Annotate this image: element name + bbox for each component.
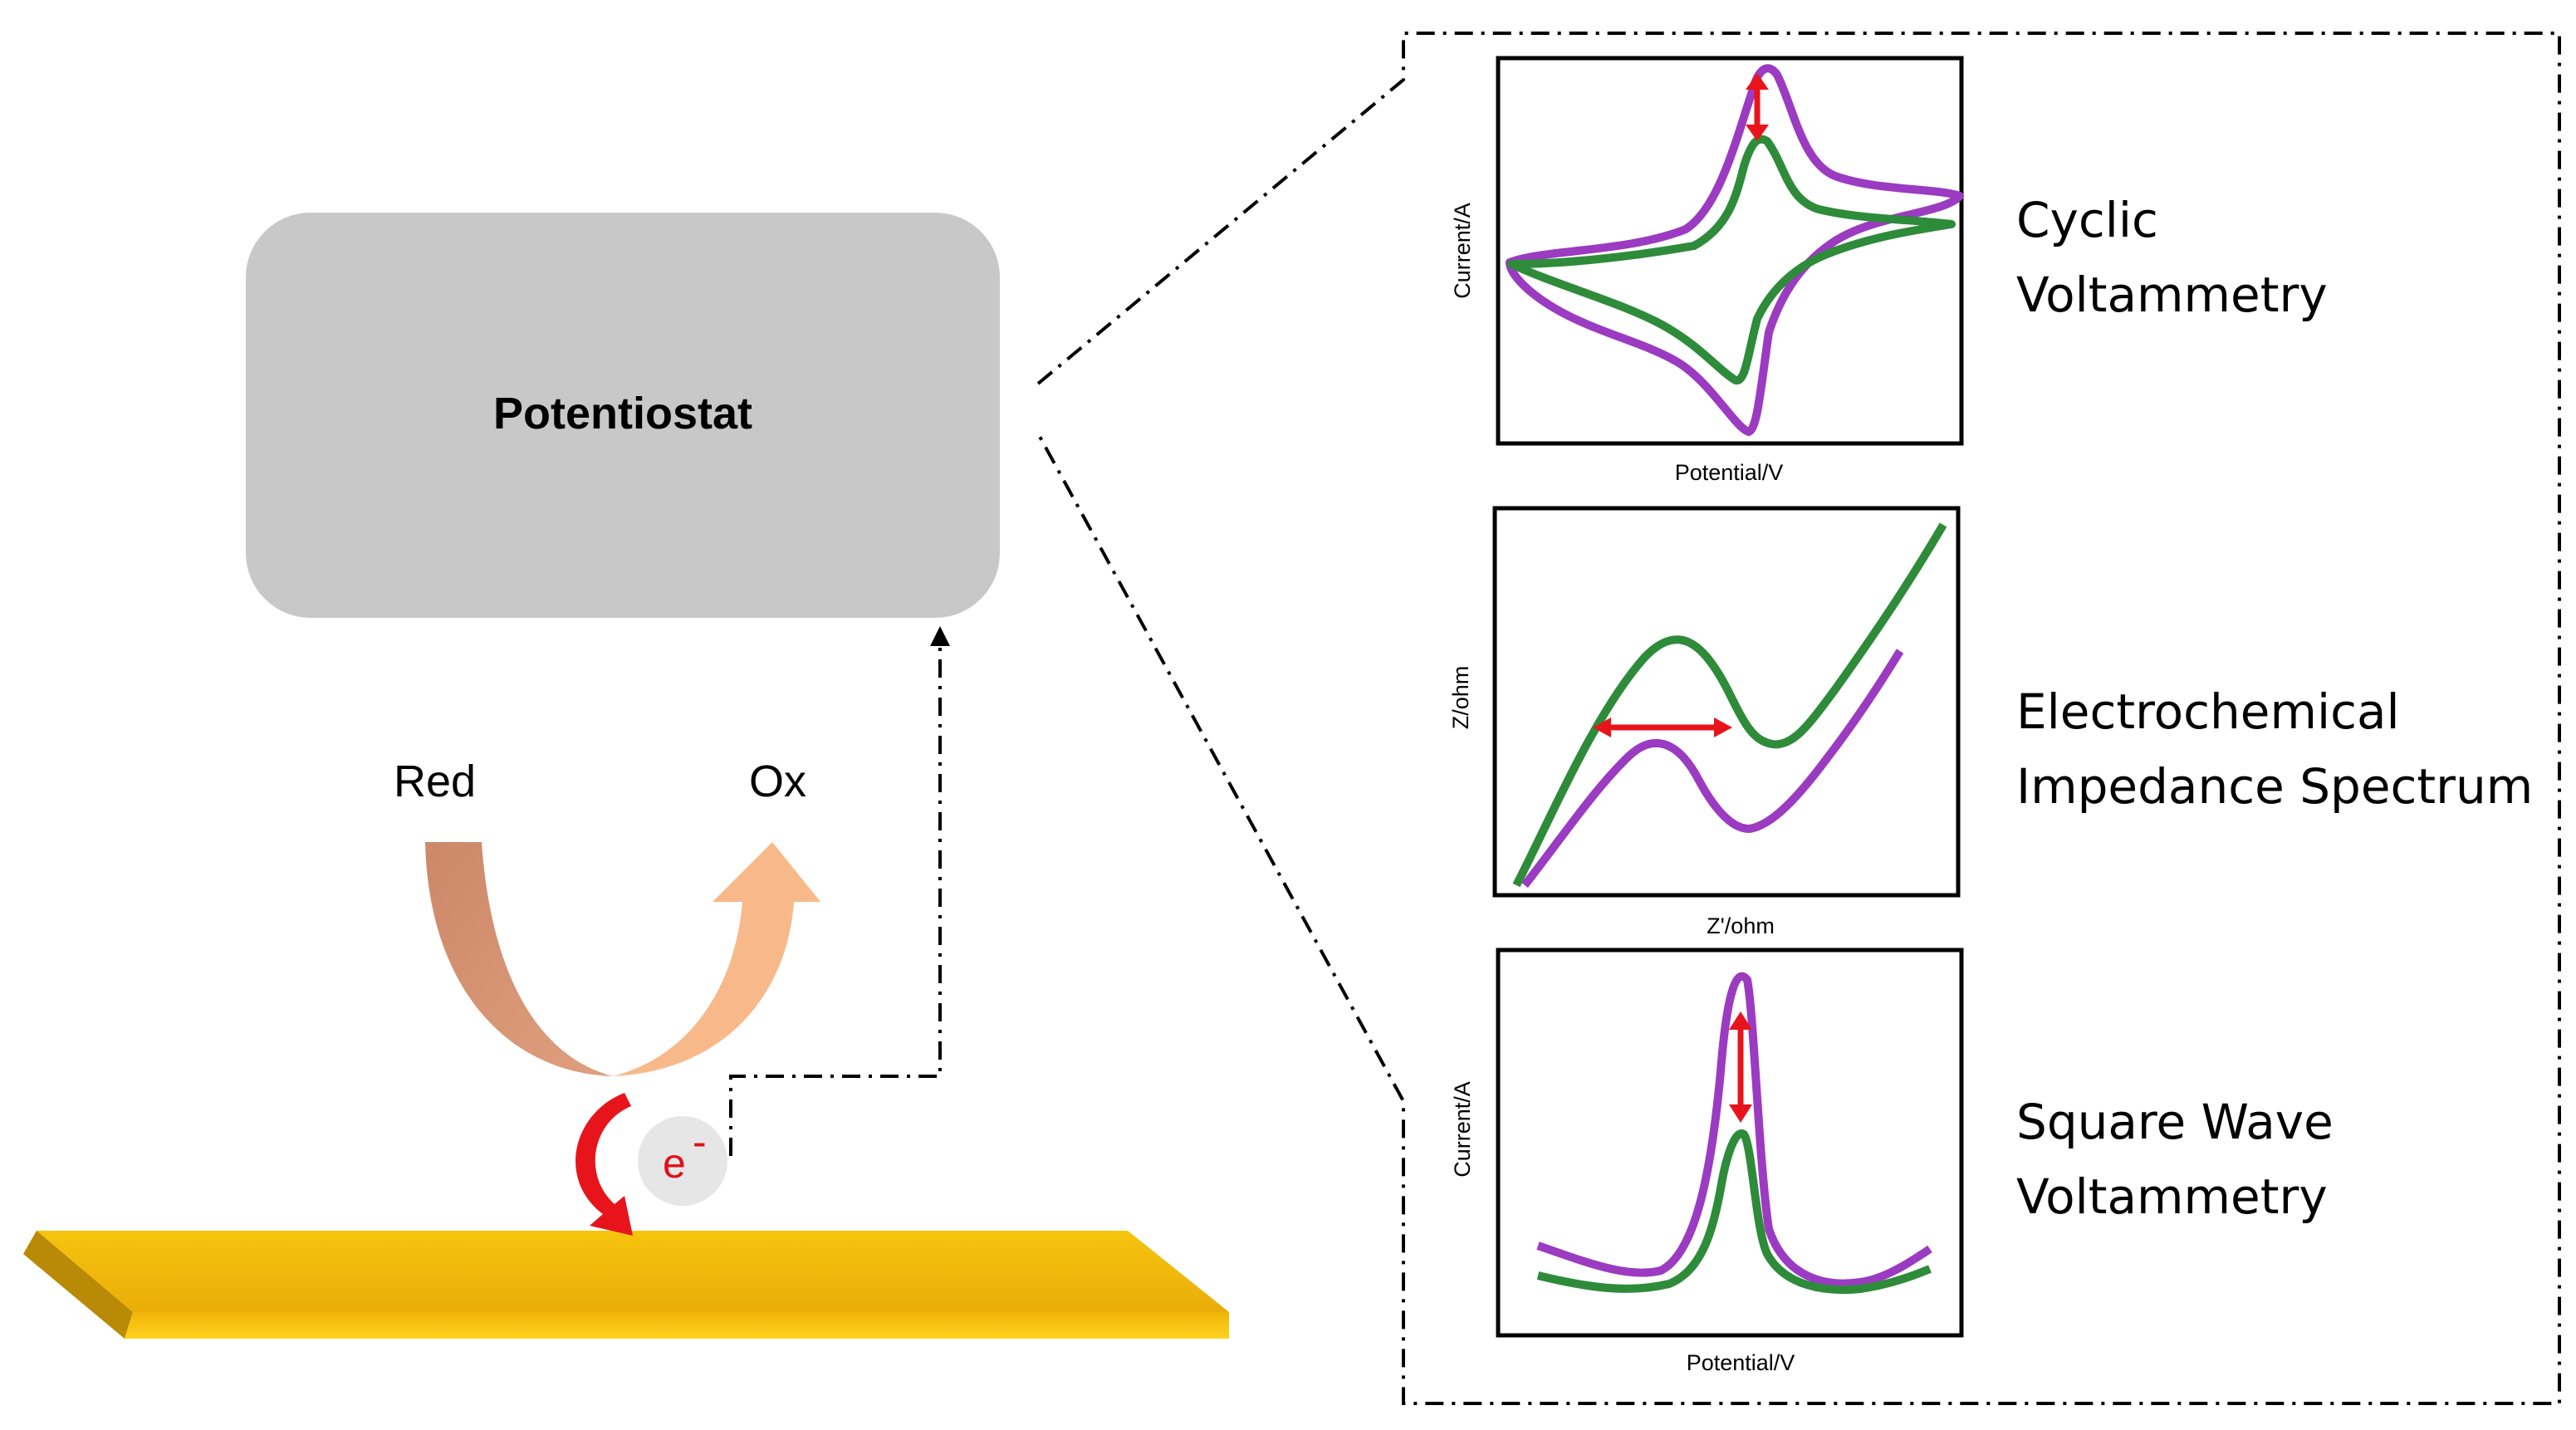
eis-title: Electrochemical Impedance Spectrum [2016,674,2533,824]
oxidized-species-arrow [613,842,820,1076]
electron-circle [638,1116,727,1206]
cv-title: Cyclic Voltammetry [2016,183,2328,332]
potentiostat-label: Potentiostat [492,389,752,438]
eis-plot-frame [1492,506,1961,898]
electrode [23,1231,1229,1339]
electron-transfer-arrow [575,1093,633,1236]
eis-difference-arrow [1593,717,1732,737]
swv-difference-arrow [1729,1011,1752,1123]
cv-title-line-2: Voltammetry [2016,267,2328,323]
eis-curve-purple [1521,649,1904,889]
cv-difference-arrow [1746,73,1769,141]
eis-plot: Z'/ohm Z/ohm [1448,506,1961,938]
cv-curve-green [1507,135,1956,384]
swv-title: Square Wave Voltammetry [2016,1085,2334,1234]
swv-plot: Potential/V Current/A [1450,948,1964,1375]
swv-title-line-2: Voltammetry [2016,1168,2328,1225]
cv-xlabel: Potential/V [1675,460,1784,485]
swv-title-line-1: Square Wave [2016,1094,2334,1150]
eis-xlabel: Z'/ohm [1707,913,1775,938]
swv-ylabel: Current/A [1450,1081,1475,1178]
signal-path [729,626,950,1156]
oxidized-species-label: Ox [749,757,807,806]
reduced-species-label: Red [394,757,477,806]
swv-xlabel: Potential/V [1687,1350,1795,1375]
cv-title-line-1: Cyclic [2016,192,2158,248]
eis-title-line-1: Electrochemical [2016,683,2400,740]
cv-plot: Potential/V Current/A [1450,56,1964,485]
eis-title-line-2: Impedance Spectrum [2016,758,2534,815]
electron-symbol: e [663,1140,686,1187]
electron-charge: - [693,1119,707,1165]
eis-ylabel: Z/ohm [1448,666,1473,730]
potentiostat-box: Potentiostat [246,213,1000,618]
swv-curve-purple [1536,972,1932,1288]
reduced-species-arrow [425,842,613,1076]
cv-curve-purple [1506,64,1964,436]
cv-ylabel: Current/A [1450,203,1475,299]
swv-curve-green [1536,1129,1932,1295]
